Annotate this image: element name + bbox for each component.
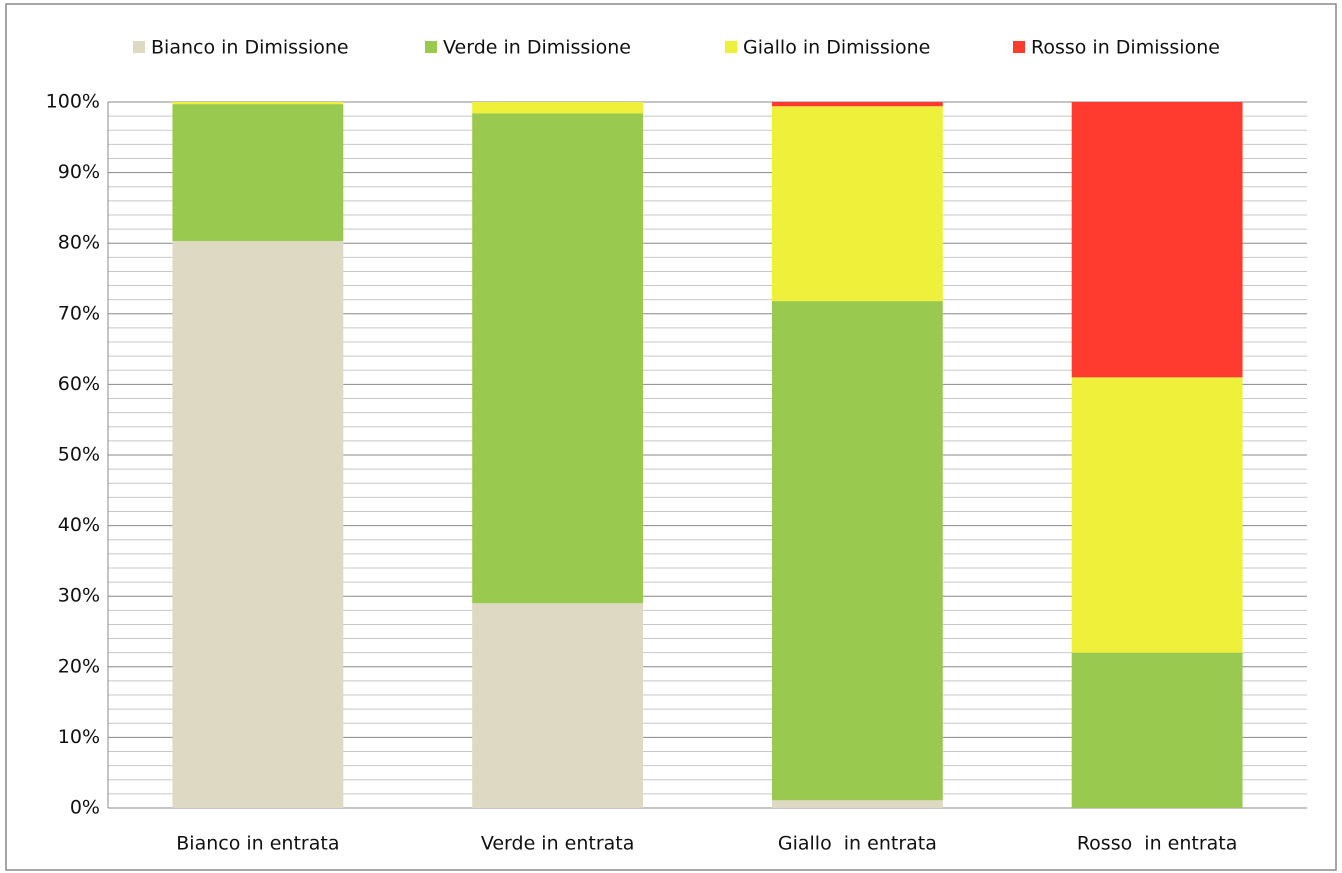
x-tick-label: Rosso in entrata bbox=[1077, 833, 1238, 855]
bar-segment bbox=[172, 104, 344, 242]
legend-swatch bbox=[725, 41, 737, 53]
bar-segment bbox=[1071, 652, 1243, 808]
bar-segment bbox=[771, 102, 943, 107]
legend-label: Verde in Dimissione bbox=[443, 37, 631, 59]
bar-segment bbox=[172, 102, 344, 105]
y-tick-label: 0% bbox=[70, 797, 100, 819]
legend-label: Rosso in Dimissione bbox=[1031, 37, 1220, 59]
bar-segment bbox=[472, 102, 644, 114]
legend-swatch bbox=[133, 41, 145, 53]
y-tick-label: 100% bbox=[46, 91, 100, 113]
y-tick-label: 20% bbox=[58, 655, 100, 677]
legend-swatch bbox=[425, 41, 437, 53]
bar-segment bbox=[172, 241, 344, 808]
bar-segment bbox=[472, 603, 644, 808]
legend-label: Giallo in Dimissione bbox=[743, 37, 930, 59]
y-tick-label: 70% bbox=[58, 302, 100, 324]
x-tick-label: Bianco in entrata bbox=[176, 833, 339, 855]
x-tick-label: Giallo in entrata bbox=[778, 833, 937, 855]
legend-label: Bianco in Dimissione bbox=[151, 37, 349, 59]
y-tick-label: 90% bbox=[58, 161, 100, 183]
legend-swatch bbox=[1013, 41, 1025, 53]
bar-segment bbox=[771, 800, 943, 808]
y-tick-label: 30% bbox=[58, 585, 100, 607]
y-tick-label: 40% bbox=[58, 514, 100, 536]
x-tick-label: Verde in entrata bbox=[481, 833, 635, 855]
bar-segment bbox=[472, 113, 644, 604]
bar-segment bbox=[1071, 102, 1243, 378]
y-tick-label: 60% bbox=[58, 373, 100, 395]
y-tick-label: 80% bbox=[58, 232, 100, 254]
bar-segment bbox=[771, 301, 943, 801]
y-tick-label: 50% bbox=[58, 444, 100, 466]
y-tick-label: 10% bbox=[58, 726, 100, 748]
bar-segment bbox=[1071, 377, 1243, 653]
bar-segment bbox=[771, 106, 943, 302]
